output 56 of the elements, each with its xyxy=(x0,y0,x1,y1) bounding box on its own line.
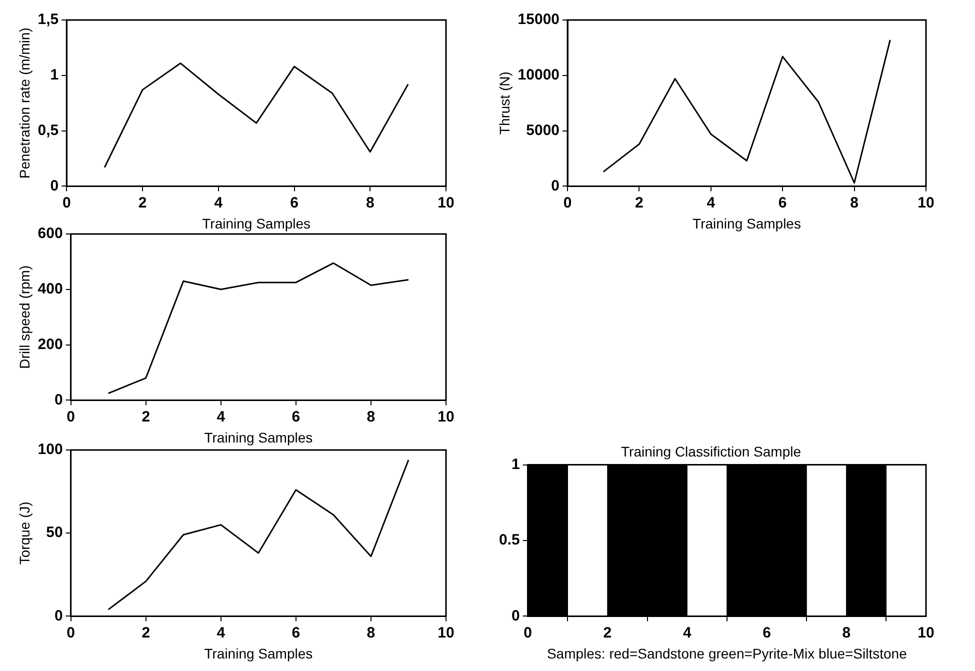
x-tick-label: 2 xyxy=(635,194,644,212)
y-tick-label: 1 xyxy=(512,456,520,473)
x-axis-title: Training Samples xyxy=(204,429,313,446)
x-tick-label: 10 xyxy=(918,194,934,212)
x-tick-label: 0 xyxy=(66,624,75,642)
x-tick-label: 10 xyxy=(918,624,934,642)
y-tick-label: 0.5 xyxy=(498,532,520,549)
y-axis-title: Thrust (N) xyxy=(496,72,512,135)
x-tick-label: 2 xyxy=(603,624,612,642)
x-axis-title: Training Samples xyxy=(692,215,801,232)
x-tick-label: 6 xyxy=(762,624,771,642)
y-tick-label: 0 xyxy=(512,607,520,624)
chart-title: Training Classifiction Sample xyxy=(621,443,802,460)
x-tick-label: 0 xyxy=(563,194,572,212)
x-tick-label: 6 xyxy=(290,194,298,212)
x-tick-label: 4 xyxy=(216,408,226,426)
y-tick-label: 50 xyxy=(46,524,63,542)
y-tick-label: 1,5 xyxy=(38,11,59,28)
x-tick-label: 8 xyxy=(842,624,851,642)
x-tick-label: 6 xyxy=(292,408,300,426)
y-tick-label: 600 xyxy=(38,225,63,242)
x-tick-label: 6 xyxy=(778,194,787,212)
x-tick-label: 0 xyxy=(66,408,75,426)
x-tick-label: 4 xyxy=(682,624,692,642)
x-tick-label: 2 xyxy=(138,194,147,212)
x-tick-label: 4 xyxy=(706,194,716,212)
x-tick-label: 4 xyxy=(216,624,226,642)
y-tick-label: 1 xyxy=(50,66,59,84)
y-tick-label: 0 xyxy=(54,607,63,624)
x-tick-label: 8 xyxy=(366,624,376,642)
x-tick-label: 10 xyxy=(438,408,454,426)
x-tick-label: 6 xyxy=(292,624,300,642)
x-tick-label: 2 xyxy=(142,624,150,642)
x-axis-title: Training Samples xyxy=(202,215,311,232)
y-tick-label: 200 xyxy=(38,336,63,353)
x-tick-label: 10 xyxy=(438,194,454,212)
y-axis-title: Drill speed (rpm) xyxy=(16,265,32,369)
x-axis-title: Samples: red=Sandstone green=Pyrite-Mix blue=Siltstone xyxy=(546,645,908,662)
x-tick-label: 4 xyxy=(214,194,224,212)
y-tick-label: 5000 xyxy=(526,122,560,139)
y-tick-label: 0,5 xyxy=(38,122,59,139)
x-tick-label: 8 xyxy=(366,194,374,212)
y-tick-label: 400 xyxy=(38,280,63,298)
x-tick-label: 8 xyxy=(850,194,858,212)
x-tick-label: 10 xyxy=(438,624,454,642)
y-tick-label: 0 xyxy=(50,177,59,194)
x-tick-label: 2 xyxy=(142,408,150,426)
x-axis-title: Training Samples xyxy=(204,645,313,662)
y-tick-label: 0 xyxy=(551,177,560,194)
y-tick-label: 10000 xyxy=(518,66,560,84)
y-tick-label: 100 xyxy=(38,441,63,458)
x-tick-label: 8 xyxy=(366,408,376,426)
y-tick-label: 15000 xyxy=(518,11,560,28)
y-tick-label: 0 xyxy=(54,391,63,408)
y-axis-title: Penetration rate (m/min) xyxy=(16,28,32,179)
y-axis-title: Torque (J) xyxy=(16,502,32,565)
